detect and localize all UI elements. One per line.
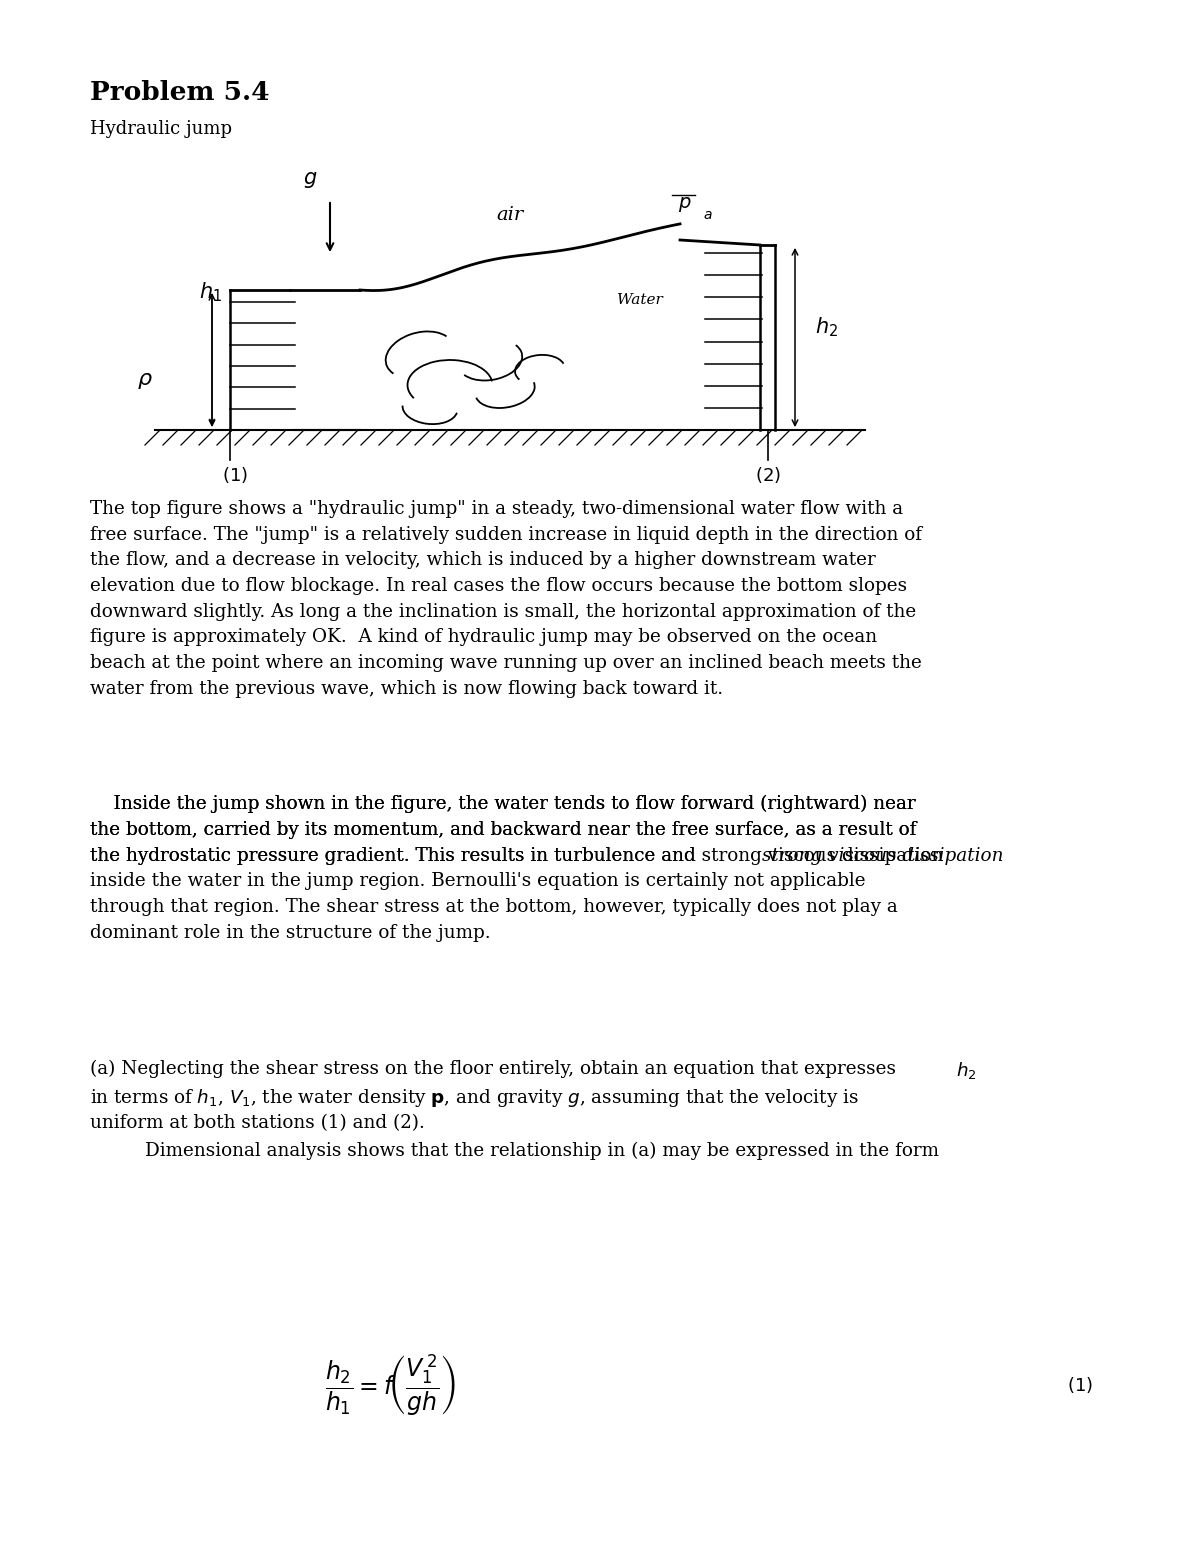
Text: $(1)$: $(1)$ — [222, 464, 248, 485]
Text: $(2)$: $(2)$ — [755, 464, 781, 485]
Text: $a$: $a$ — [703, 208, 713, 222]
Text: $g$: $g$ — [302, 169, 317, 189]
Text: air: air — [497, 207, 523, 224]
Text: $\dfrac{h_2}{h_1} = f\!\left(\dfrac{V_1^{\,2}}{gh}\right)$: $\dfrac{h_2}{h_1} = f\!\left(\dfrac{V_1^… — [325, 1353, 455, 1418]
Text: Water: Water — [617, 294, 662, 307]
Text: $\rho$: $\rho$ — [137, 370, 152, 391]
Text: uniform at both stations (1) and (2).: uniform at both stations (1) and (2). — [90, 1115, 425, 1132]
Text: $h_{\mathit{1}}$: $h_{\mathit{1}}$ — [199, 280, 222, 303]
Text: $h_{\mathit{2}}$: $h_{\mathit{2}}$ — [815, 315, 838, 339]
Text: $h_2$: $h_2$ — [956, 1061, 977, 1081]
Text: strong viscous dissipation: strong viscous dissipation — [762, 846, 1003, 865]
Text: The top figure shows a "hydraulic jump" in a steady, two-dimensional water flow : The top figure shows a "hydraulic jump" … — [90, 500, 922, 697]
Text: Inside the jump shown in the figure, the water tends to flow forward (rightward): Inside the jump shown in the figure, the… — [90, 795, 943, 941]
Text: $(1)$: $(1)$ — [1067, 1374, 1093, 1395]
Text: (a) Neglecting the shear stress on the floor entirely, obtain an equation that e: (a) Neglecting the shear stress on the f… — [90, 1061, 902, 1078]
Text: Hydraulic jump: Hydraulic jump — [90, 120, 232, 138]
Text: Dimensional analysis shows that the relationship in (a) may be expressed in the : Dimensional analysis shows that the rela… — [145, 1141, 940, 1160]
Text: $p$: $p$ — [678, 196, 691, 214]
Text: Problem 5.4: Problem 5.4 — [90, 81, 270, 106]
Text: in terms of $h_1$, $V_1$, the water density $\mathbf{p}$, and gravity $g$, assum: in terms of $h_1$, $V_1$, the water dens… — [90, 1087, 859, 1109]
Text: Inside the jump shown in the figure, the water tends to flow forward (rightward): Inside the jump shown in the figure, the… — [90, 795, 917, 865]
